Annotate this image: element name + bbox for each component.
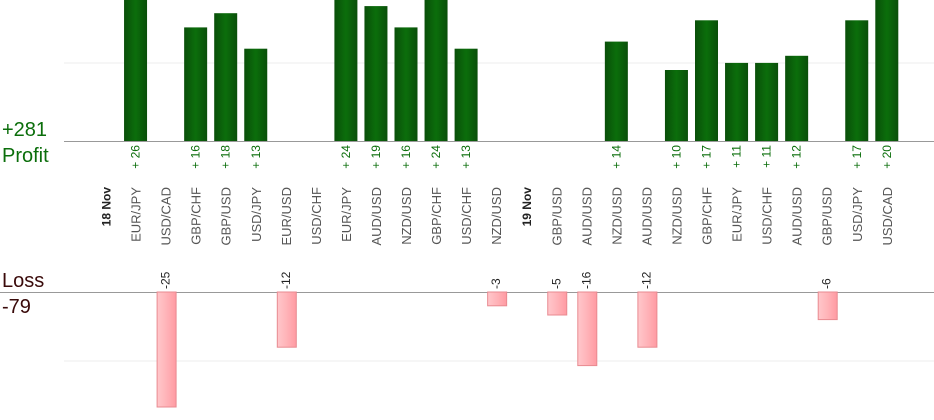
profit-bar <box>785 55 809 141</box>
category-label: GBP/USD <box>820 187 835 246</box>
profit-bar <box>424 0 448 141</box>
profit-bar <box>875 0 899 141</box>
profit-total: +281 <box>2 119 48 141</box>
loss-bar <box>487 291 508 307</box>
category-label: USD/JPY <box>850 187 865 242</box>
category-label: GBP/CHF <box>189 187 204 245</box>
category-label: AUD/USD <box>579 187 594 246</box>
category-label: AUD/USD <box>639 187 654 246</box>
profit-bar <box>184 27 208 141</box>
category-label: USD/CHF <box>459 187 474 245</box>
category-label: EUR/USD <box>279 187 294 246</box>
category-label: AUD/USD <box>369 187 384 246</box>
loss-value-label: -6 <box>820 278 834 289</box>
category-label: GBP/CHF <box>700 187 715 245</box>
category-label: NZD/USD <box>609 187 624 245</box>
profit-bar <box>454 48 478 142</box>
category-label: GBP/USD <box>219 187 234 246</box>
category-label: EUR/JPY <box>129 187 144 242</box>
profit-label: Profit <box>2 145 49 167</box>
profit-value-label: + 14 <box>609 145 623 169</box>
category-label: NZD/USD <box>489 187 504 245</box>
profit-bar <box>364 6 388 141</box>
profit-bar <box>755 62 779 141</box>
profit-bar <box>394 27 418 141</box>
profit-value-label: + 10 <box>669 145 683 169</box>
profit-value-label: + 26 <box>129 145 143 169</box>
category-label: GBP/USD <box>549 187 564 246</box>
profit-bar <box>214 13 238 142</box>
profit-value-label: + 11 <box>730 145 744 168</box>
profit-value-label: + 17 <box>850 145 864 169</box>
category-label: USD/JPY <box>249 187 264 242</box>
profit-value-label: + 20 <box>880 145 894 169</box>
profit-value-label: + 18 <box>219 145 233 169</box>
profit-bar <box>845 20 869 141</box>
date-label: 19 Nov <box>520 187 534 227</box>
profit-value-label: + 17 <box>700 145 714 169</box>
date-label: 18 Nov <box>100 187 114 227</box>
loss-value-label: -12 <box>639 271 653 289</box>
category-label: USD/CAD <box>880 187 895 246</box>
category-label: EUR/JPY <box>339 187 354 242</box>
loss-value-label: -16 <box>579 271 593 289</box>
profit-value-label: + 19 <box>369 145 383 169</box>
loss-bar <box>817 291 838 321</box>
category-label: EUR/JPY <box>730 187 745 242</box>
category-label: AUD/USD <box>790 187 805 246</box>
loss-value-label: -12 <box>279 271 293 289</box>
category-label: GBP/CHF <box>429 187 444 245</box>
profit-value-label: + 12 <box>790 145 804 169</box>
category-label: NZD/USD <box>669 187 684 245</box>
loss-value-label: -5 <box>549 278 563 289</box>
profit-value-label: + 16 <box>399 145 413 169</box>
loss-value-label: -3 <box>489 278 503 289</box>
profit-bar <box>664 70 688 141</box>
profit-value-label: + 16 <box>189 145 203 169</box>
profit-bar <box>334 0 358 141</box>
loss-bar <box>547 291 568 316</box>
profit-bar <box>124 0 148 142</box>
loss-bar <box>637 291 658 348</box>
loss-bar <box>276 291 297 348</box>
profit-value-label: + 24 <box>339 145 353 169</box>
loss-value-label: -25 <box>159 271 173 289</box>
category-label: USD/CAD <box>159 187 174 246</box>
loss-bar <box>156 291 177 408</box>
loss-total: -79 <box>2 296 31 318</box>
profit-bar <box>244 48 268 142</box>
profit-bar <box>604 41 628 141</box>
profit-value-label: + 13 <box>459 145 473 169</box>
loss-bar <box>577 291 598 367</box>
category-label: USD/CHF <box>309 187 324 245</box>
loss-label: Loss <box>2 270 45 292</box>
profit-value-label: + 13 <box>249 145 263 169</box>
category-label: NZD/USD <box>399 187 414 245</box>
profit-bar <box>725 62 749 141</box>
profit-bar <box>695 20 718 141</box>
category-label: USD/CHF <box>760 187 775 245</box>
profit-value-label: + 11 <box>760 145 774 168</box>
profit-value-label: + 24 <box>429 145 443 169</box>
